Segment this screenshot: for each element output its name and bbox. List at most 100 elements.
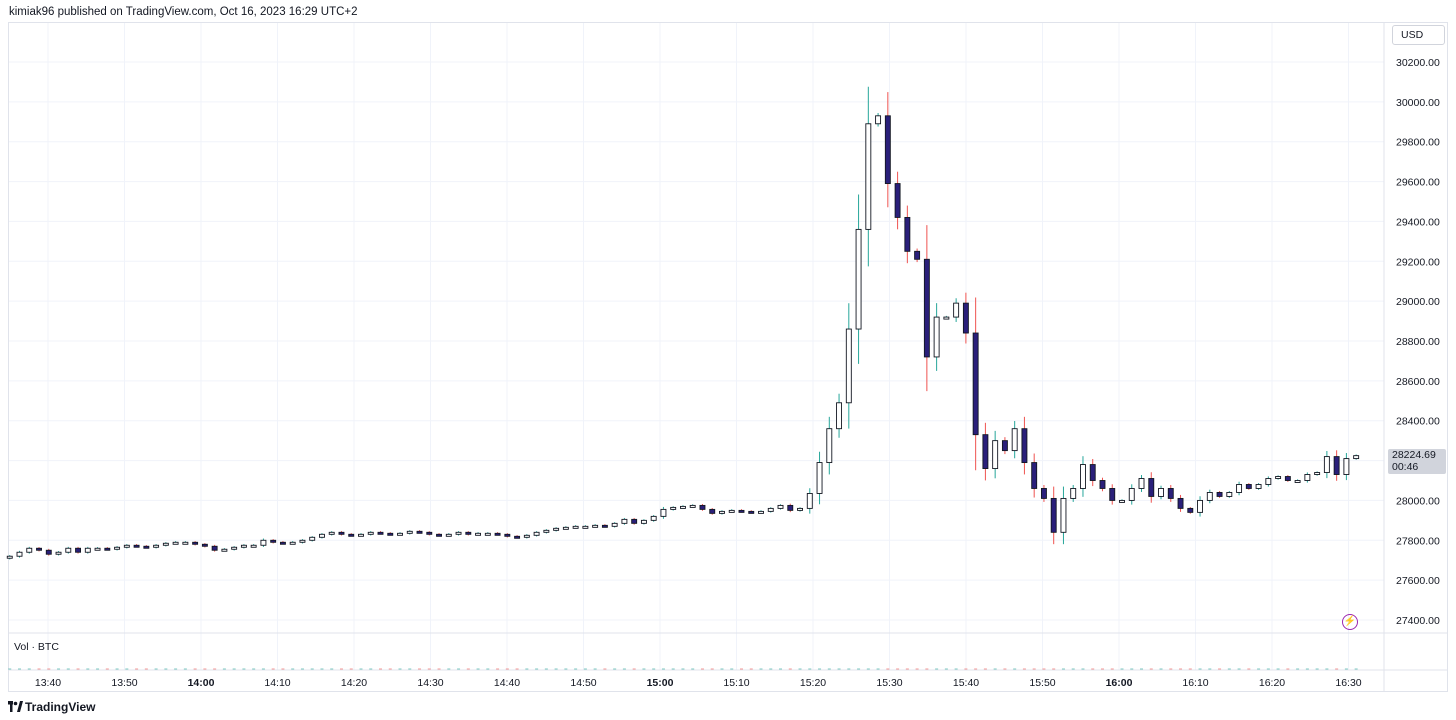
- candle-body: [680, 505, 686, 509]
- candle-body: [445, 533, 452, 537]
- candle-body: [484, 532, 491, 536]
- candle-body: [338, 531, 345, 535]
- last-price-value: 28224.69: [1392, 449, 1436, 461]
- candle-body: [923, 258, 930, 358]
- x-tick-label: 14:00: [188, 677, 215, 689]
- candle-body: [123, 544, 130, 548]
- candle-body: [1089, 464, 1096, 481]
- x-tick-label: 16:30: [1335, 677, 1361, 689]
- candle-body: [309, 536, 316, 541]
- candle-body: [943, 316, 950, 320]
- y-tick-label: 27800.00: [1396, 535, 1440, 547]
- candle-body: [709, 508, 716, 514]
- candle-body: [406, 530, 413, 534]
- volume-pane-label: Vol · BTC: [14, 641, 59, 653]
- candle-body: [748, 510, 755, 514]
- candle-body: [816, 462, 823, 494]
- x-tick-label: 15:10: [723, 677, 749, 689]
- y-tick-label: 29000.00: [1396, 296, 1440, 308]
- y-tick-label: 28400.00: [1396, 416, 1440, 428]
- candle-body: [36, 547, 42, 551]
- candle-body: [426, 531, 433, 535]
- candle-body: [894, 183, 901, 218]
- candle-body: [55, 551, 62, 555]
- candle-body: [45, 549, 52, 555]
- candle-body: [826, 428, 833, 464]
- top-bar: kimiak96 published on TradingView.com, O…: [0, 0, 1456, 22]
- y-tick-label: 29800.00: [1396, 137, 1440, 149]
- candle-body: [553, 527, 560, 531]
- y-tick-label: 27600.00: [1396, 575, 1440, 587]
- candle-body: [504, 533, 511, 537]
- candle-body: [133, 544, 140, 548]
- candle-body: [172, 541, 179, 545]
- candle-body: [562, 526, 569, 530]
- candle-body: [1197, 499, 1203, 513]
- lightning-icon[interactable]: ⚡: [1342, 614, 1358, 630]
- last-price-badge: 28224.69 00:46: [1388, 449, 1446, 474]
- candle-body: [75, 547, 81, 553]
- y-tick-label: 30200.00: [1396, 57, 1440, 69]
- candle-body: [1021, 428, 1028, 464]
- candle-body: [689, 504, 696, 508]
- candle-body: [670, 506, 677, 510]
- candle-body: [1206, 492, 1213, 501]
- candle-body: [377, 531, 384, 535]
- candle-body: [1080, 464, 1086, 489]
- candle-body: [319, 533, 325, 538]
- x-tick-label: 14:30: [417, 677, 443, 689]
- candle-body: [621, 518, 628, 524]
- candle-body: [699, 504, 706, 510]
- x-tick-label: 14:20: [341, 677, 367, 689]
- candle-body: [94, 547, 101, 551]
- candle-body: [1284, 476, 1291, 481]
- candle-body: [348, 533, 355, 537]
- candle-body: [1216, 492, 1223, 497]
- y-tick-label: 29400.00: [1396, 216, 1440, 228]
- currency-button[interactable]: USD: [1392, 25, 1445, 45]
- candle-body: [270, 539, 277, 543]
- chart-frame[interactable]: [8, 22, 1448, 692]
- candle-body: [738, 509, 745, 513]
- candle-body: [1148, 478, 1155, 497]
- candle-body: [1343, 458, 1350, 475]
- publisher-line: kimiak96 published on TradingView.com, O…: [9, 6, 358, 18]
- candle-body: [328, 531, 335, 535]
- candle-body: [192, 541, 199, 545]
- bar-countdown: 00:46: [1392, 460, 1419, 473]
- candle-body: [728, 509, 735, 513]
- y-tick-label: 28800.00: [1396, 336, 1440, 348]
- tradingview-logo-icon: [8, 701, 23, 712]
- candle-body: [250, 544, 257, 548]
- x-tick-label: 13:50: [111, 677, 137, 689]
- candle-body: [279, 541, 286, 545]
- candle-body: [465, 531, 472, 535]
- candle-body: [797, 507, 803, 511]
- y-tick-label: 27400.00: [1396, 615, 1440, 627]
- candle-body: [1187, 507, 1194, 513]
- candle-body: [953, 302, 960, 318]
- candle-body: [1245, 484, 1252, 489]
- candle-body: [1119, 499, 1125, 503]
- candle-body: [660, 508, 667, 517]
- candle-body: [1060, 497, 1067, 533]
- candle-body: [777, 504, 784, 509]
- candle-body: [1226, 492, 1233, 497]
- candle-body: [601, 524, 608, 528]
- candle-body: [933, 316, 940, 358]
- candle-body: [836, 402, 843, 430]
- y-tick-label: 30000.00: [1396, 97, 1440, 109]
- candle-body: [914, 250, 921, 260]
- candle-body: [533, 531, 540, 536]
- candle-body: [367, 531, 374, 535]
- candle-body: [26, 547, 33, 553]
- candle-body: [962, 302, 969, 334]
- candle-body: [182, 541, 189, 545]
- candle-body: [982, 434, 989, 469]
- candle-body: [201, 543, 208, 547]
- x-tick-label: 15:00: [647, 677, 674, 689]
- x-tick-label: 16:10: [1182, 677, 1208, 689]
- candle-body: [6, 555, 13, 559]
- x-tick-label: 15:50: [1029, 677, 1055, 689]
